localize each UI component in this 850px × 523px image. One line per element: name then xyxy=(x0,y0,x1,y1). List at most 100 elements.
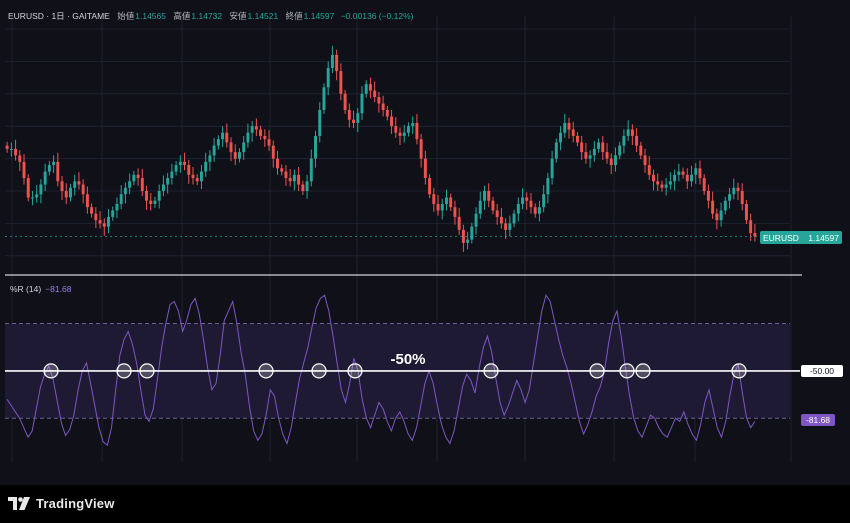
candle-body xyxy=(491,200,495,211)
price-badge-bg xyxy=(760,231,842,244)
candle-body xyxy=(419,139,423,159)
candle-body xyxy=(499,216,503,224)
candle-body xyxy=(749,220,753,234)
candle-body xyxy=(254,126,258,130)
symbol-label[interactable]: EURUSD · 1日 · GAITAME xyxy=(8,11,110,21)
candle-body xyxy=(191,174,195,179)
candle-body xyxy=(157,191,161,201)
candle-body xyxy=(43,171,47,185)
indicator-legend[interactable]: %R (14) −81.68 xyxy=(10,284,71,294)
wr-series xyxy=(6,294,756,446)
candle-body xyxy=(52,161,56,166)
badges: EURUSD 1.14597 -50.00 -81.68 xyxy=(760,231,843,426)
crossing-marker xyxy=(483,363,499,379)
candle-body xyxy=(216,139,220,146)
crossing-marker xyxy=(258,363,274,379)
candle-body xyxy=(516,203,520,214)
crossing-marker xyxy=(139,363,155,379)
candle-body xyxy=(702,178,706,191)
crossing-marker xyxy=(589,363,605,379)
candle-body xyxy=(381,103,385,110)
candle-body xyxy=(153,200,157,204)
candle-body xyxy=(554,142,558,159)
candle-body xyxy=(622,135,626,146)
candle-body xyxy=(149,200,153,204)
candle-body xyxy=(297,174,301,185)
wr-levels xyxy=(5,323,800,419)
candle-body xyxy=(102,223,106,227)
candle-body xyxy=(288,178,292,182)
candle-body xyxy=(81,184,85,195)
candle-body xyxy=(537,207,541,214)
candle-body xyxy=(580,142,584,153)
candle-body xyxy=(18,155,22,162)
candle-body xyxy=(630,129,634,136)
candle-body xyxy=(613,155,617,166)
candle-body xyxy=(504,223,508,230)
candle-body xyxy=(525,197,529,201)
low-value: 1.14521 xyxy=(247,11,279,21)
candle-body xyxy=(330,54,334,68)
candle-body xyxy=(533,207,537,214)
candle-body xyxy=(212,145,216,156)
candle-body xyxy=(364,84,368,94)
candle-body xyxy=(259,129,263,136)
candle-body xyxy=(373,90,377,98)
candle-body xyxy=(542,194,546,208)
candle-body xyxy=(123,187,127,195)
candle-body xyxy=(280,168,284,172)
candle-body xyxy=(415,122,419,140)
candle-body xyxy=(495,210,499,217)
candle-body xyxy=(322,87,326,110)
candle-body xyxy=(318,110,322,136)
candle-body xyxy=(178,161,182,166)
candle-body xyxy=(85,194,89,208)
candle-body xyxy=(314,135,317,159)
candle-body xyxy=(753,233,757,237)
change-value: −0.00136 (−0.12%) xyxy=(340,11,414,21)
tradingview-logo[interactable]: TradingView xyxy=(8,496,115,511)
candle-body xyxy=(453,207,457,217)
crossing-marker xyxy=(311,363,327,379)
candle-body xyxy=(237,152,241,159)
candle-body xyxy=(377,97,381,104)
candle-body xyxy=(35,194,39,198)
candle-body xyxy=(77,181,81,185)
candle-body xyxy=(335,54,339,72)
candle-body xyxy=(432,194,436,204)
candle-body xyxy=(668,181,672,185)
candle-body xyxy=(301,184,305,191)
candle-body xyxy=(694,168,698,175)
candle-body xyxy=(385,110,389,117)
candle-body xyxy=(195,178,199,182)
crossing-marker xyxy=(619,363,635,379)
candle-body xyxy=(22,161,26,179)
candle-body xyxy=(39,184,43,195)
indicator-value: −81.68 xyxy=(45,284,72,294)
candle-body xyxy=(584,152,588,159)
candle-body xyxy=(26,178,30,198)
candle-body xyxy=(161,184,165,191)
candle-body xyxy=(271,145,275,159)
candle-body xyxy=(406,126,410,133)
chart-canvas[interactable]: -50% EURUSD 1.14597 -50.00 -81.68 xyxy=(0,0,850,485)
candle-body xyxy=(326,67,330,88)
candle-body xyxy=(483,191,486,201)
candle-body xyxy=(728,194,732,201)
candle-body xyxy=(242,142,246,153)
candle-body xyxy=(605,152,609,159)
candle-body xyxy=(411,122,415,127)
candle-body xyxy=(618,145,622,156)
indicator-name: %R (14) xyxy=(10,284,42,294)
candle-body xyxy=(5,145,9,149)
candle-body xyxy=(436,203,440,211)
candle-body xyxy=(352,119,356,123)
candle-body xyxy=(204,161,208,172)
candle-body xyxy=(111,210,115,217)
candle-body xyxy=(652,174,655,182)
candle-body xyxy=(309,158,313,182)
level-badge-value: -50.00 xyxy=(810,366,834,376)
candle-body xyxy=(740,191,744,204)
candle-body xyxy=(732,187,736,195)
crossing-marker xyxy=(43,363,59,379)
